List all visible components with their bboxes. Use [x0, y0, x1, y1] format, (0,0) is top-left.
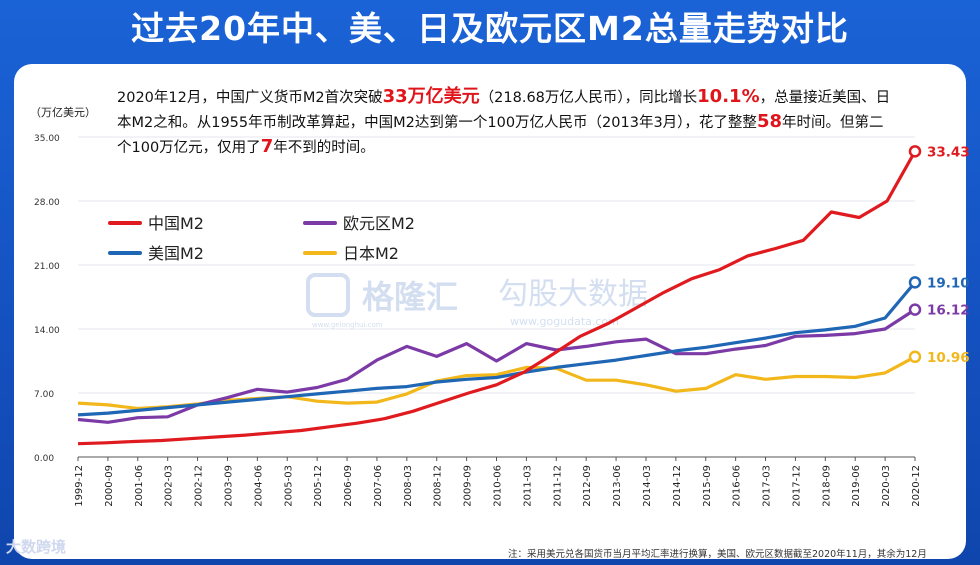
x-tick-label: 2020-03	[881, 465, 892, 507]
x-tick-label: 2011-03	[522, 465, 533, 507]
legend-label: 中国M2	[148, 214, 204, 233]
x-tick-label: 2000-09	[104, 465, 115, 507]
x-tick-label: 2017-03	[762, 465, 773, 507]
desc-highlight-growth: 10.1%	[697, 86, 760, 107]
x-tick-label: 2019-06	[851, 465, 862, 507]
y-tick-label: 0.00	[34, 454, 54, 464]
x-tick-label: 2016-06	[732, 465, 743, 507]
end-point-marker	[908, 350, 922, 364]
desc-highlight-total: 33万亿美元	[382, 86, 480, 107]
end-point-marker	[908, 276, 922, 289]
x-tick-label: 2001-06	[134, 465, 145, 507]
x-tick-label: 2007-06	[373, 465, 384, 507]
y-tick-label: 14.00	[34, 326, 60, 336]
desc-highlight-years-2: 7	[260, 136, 274, 157]
x-tick-label: 2006-09	[343, 465, 354, 507]
end-value-label: 19.10	[927, 275, 970, 291]
legend: 中国M2 欧元区M2 美国M2 日本M2	[108, 214, 415, 263]
end-labels: 10.96 16.12 19.10 33.43	[908, 144, 970, 366]
x-tick-label: 2011-12	[552, 465, 563, 507]
desc-part-4: 年时间。但第二个100万亿元，仅用了	[117, 115, 884, 156]
x-tick-label: 2014-12	[672, 465, 683, 507]
x-tick-label: 2010-06	[493, 465, 504, 507]
y-tick-label: 21.00	[34, 262, 60, 272]
x-tick-label: 2017-12	[791, 465, 802, 507]
series-lines	[77, 150, 917, 446]
x-ticks: 1999-12 2000-09 2001-06 2002-03 2002-12 2003-…	[74, 457, 922, 507]
footnote: 注：采用美元兑各国货币当月平均汇率进行换算，美国、欧元区数据截至2020年11月…	[508, 549, 927, 560]
x-tick-label: 2012-09	[582, 465, 593, 507]
x-tick-label: 2013-06	[612, 465, 623, 507]
watermark-url-2: www.gogudata.com	[510, 315, 619, 328]
watermark-logo-text: 格隆汇	[362, 278, 458, 316]
series-line-2	[77, 281, 917, 417]
x-tick-label: 1999-12	[74, 465, 85, 507]
desc-highlight-years: 58	[756, 111, 782, 132]
x-tick-label: 2005-12	[313, 465, 324, 507]
legend-label: 日本M2	[343, 244, 399, 263]
chart-panel	[14, 64, 966, 559]
gridlines	[78, 136, 915, 458]
y-tick-label: 7.00	[34, 390, 54, 400]
x-tick-label: 2002-03	[164, 465, 175, 507]
legend-label: 美国M2	[148, 244, 204, 263]
desc-part-1: 2020年12月，中国广义货币M2首次突破	[117, 90, 383, 106]
series-line-3	[77, 355, 916, 411]
x-tick-label: 2015-09	[702, 465, 713, 507]
y-tick-label: 35.00	[34, 134, 60, 144]
x-tick-label: 2005-03	[283, 465, 294, 507]
description-text: 2020年12月，中国广义货币M2首次突破33万亿美元（218.68万亿人民币）…	[117, 85, 897, 160]
x-tick-label: 2020-12	[911, 465, 922, 507]
end-point-marker	[908, 145, 922, 158]
series-line-0	[77, 150, 917, 446]
legend-label: 欧元区M2	[343, 214, 415, 233]
x-tick-label: 2003-09	[223, 465, 234, 507]
x-tick-label: 2008-12	[433, 465, 444, 507]
page-title: 过去20年中、美、日及欧元区M2总量走势对比	[131, 9, 849, 48]
desc-part-5: 年不到的时间。	[273, 140, 375, 156]
y-axis-unit: （万亿美元）	[30, 106, 96, 119]
x-tick-label: 2002-12	[194, 465, 205, 507]
watermark-text-2: 勾股大数据	[498, 277, 648, 312]
end-point-marker	[908, 303, 922, 316]
desc-part-2: （218.68万亿人民币），同比增长	[479, 90, 698, 106]
x-tick-label: 2014-03	[642, 465, 653, 507]
x-tick-label: 2008-03	[403, 465, 414, 507]
x-tick-label: 2004-06	[253, 465, 264, 507]
series-line-1	[77, 308, 916, 424]
end-value-label: 10.96	[927, 350, 970, 366]
end-value-label: 33.43	[927, 144, 970, 160]
x-tick-label: 2009-09	[463, 465, 474, 507]
watermark-logo-url: www.gelonghui.com	[312, 321, 383, 329]
y-ticks: 0.00 7.00 14.00 21.00 28.00 35.00	[34, 134, 60, 464]
y-tick-label: 28.00	[34, 198, 60, 208]
watermark: 格隆汇 www.gelonghui.com 勾股大数据 www.gogudata…	[306, 273, 648, 329]
x-tick-label: 2018-09	[821, 465, 832, 507]
end-value-label: 16.12	[927, 303, 970, 319]
footer-brand: 大数跨境	[6, 538, 67, 556]
watermark-logo-icon	[306, 273, 350, 317]
desc-part-3: ，总量接近美国、日本M2之和。从1955年币制改革算起，中国M2达到第一个100…	[117, 90, 891, 131]
